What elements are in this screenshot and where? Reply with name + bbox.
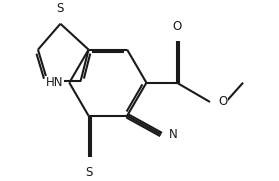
Text: HN: HN — [45, 76, 63, 89]
Text: S: S — [57, 2, 64, 15]
Text: S: S — [85, 166, 92, 179]
Text: O: O — [218, 96, 227, 108]
Text: O: O — [172, 20, 182, 33]
Text: N: N — [169, 128, 178, 141]
